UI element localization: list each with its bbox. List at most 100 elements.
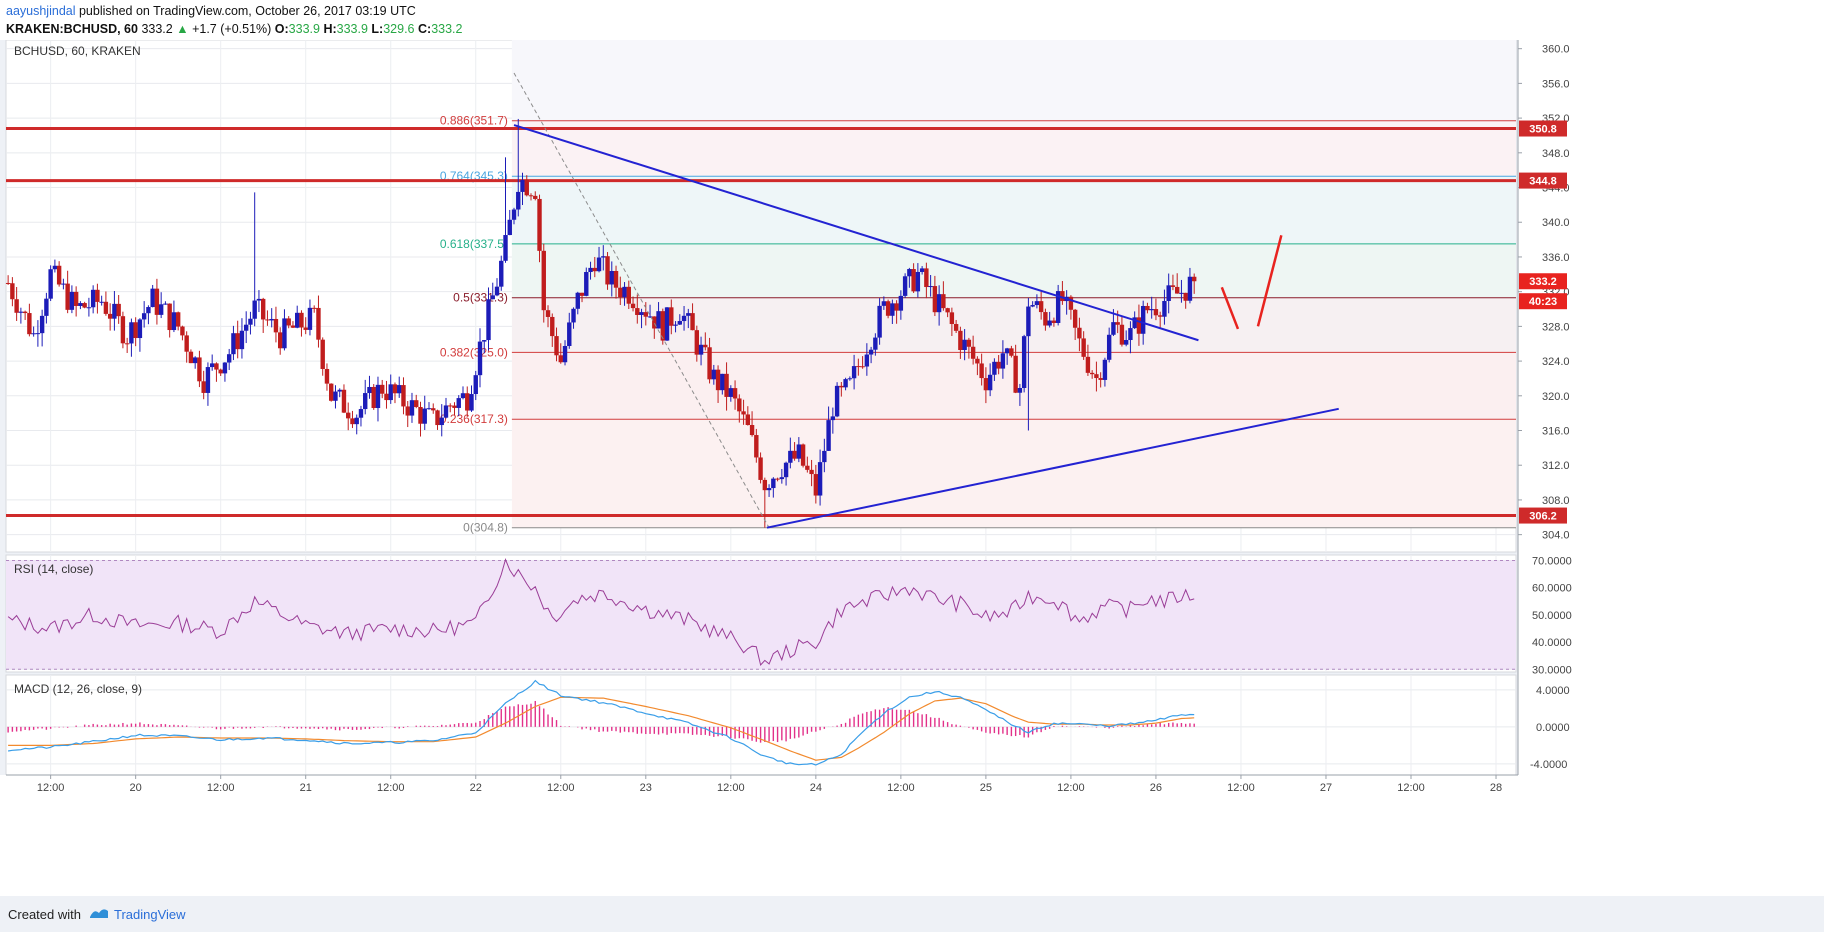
candle-body <box>851 366 857 379</box>
publish-info: published on TradingView.com, October 26… <box>78 4 416 18</box>
candle-body <box>792 450 797 459</box>
chart-canvas[interactable]: 0.886(351.7)0.764(345.3)0.618(337.5)0.5(… <box>0 40 1824 896</box>
candle-body <box>239 330 245 350</box>
level-tag-label: 306.2 <box>1529 511 1557 523</box>
candle-body <box>1000 353 1006 369</box>
candle-body <box>711 369 717 380</box>
time-tick-label: 12:00 <box>1397 782 1425 794</box>
level-tag-label: 344.8 <box>1529 176 1557 188</box>
time-tick-label: 25 <box>980 782 992 794</box>
candle-body <box>962 339 967 351</box>
candle-body <box>881 301 887 306</box>
candle-body <box>1021 336 1027 388</box>
time-tick-label: 12:00 <box>1227 782 1255 794</box>
candle-body <box>1055 291 1061 323</box>
tradingview-link[interactable]: TradingView <box>114 907 186 922</box>
candle-body <box>639 312 644 315</box>
macd-line <box>8 679 1195 766</box>
candle-body <box>456 398 461 408</box>
candle-body <box>1157 315 1163 317</box>
candle-body <box>397 385 402 394</box>
macd-tick-label: 4.0000 <box>1536 685 1570 697</box>
candle-body <box>248 318 253 325</box>
candle-body <box>1132 317 1137 329</box>
candle-body <box>316 307 321 340</box>
candle-body <box>647 316 653 318</box>
candle-body <box>673 324 678 326</box>
candle-body <box>286 318 291 326</box>
candle-body <box>758 457 763 480</box>
candle-body <box>146 307 151 314</box>
candle-body <box>924 268 929 288</box>
candle-body <box>1072 309 1078 328</box>
candle-body <box>945 308 950 313</box>
candle-body <box>1038 301 1044 313</box>
candle-body <box>732 388 738 399</box>
candle-body <box>898 295 904 311</box>
macd-histogram <box>7 700 1195 743</box>
fib-zone <box>511 176 1516 244</box>
candle-body <box>652 316 657 329</box>
candle-body <box>970 346 976 359</box>
candle-body <box>949 312 955 325</box>
candle-body <box>367 386 372 394</box>
candle-body <box>95 289 100 302</box>
candle-body <box>567 322 572 347</box>
candle-body <box>877 305 882 338</box>
candle-body <box>235 333 240 350</box>
candle-body <box>822 450 827 463</box>
candle-body <box>635 308 640 315</box>
candle-body <box>524 180 529 196</box>
candle-body <box>766 488 772 491</box>
candle-body <box>511 209 517 220</box>
candle-body <box>320 339 325 369</box>
author-link[interactable]: aayushjindal <box>6 4 76 18</box>
price-tick-label: 356.0 <box>1542 78 1570 90</box>
macd-tick-label: -4.0000 <box>1530 759 1567 771</box>
tradingview-logo-icon[interactable] <box>88 905 110 921</box>
price-tick-label: 328.0 <box>1542 321 1570 333</box>
candle-body <box>843 379 848 388</box>
projection-line-up <box>1256 234 1283 327</box>
candle-body <box>1187 276 1193 301</box>
candle-body <box>953 324 959 331</box>
candle-body <box>1170 285 1176 287</box>
candle-body <box>473 375 478 395</box>
candle-body <box>868 349 874 355</box>
candle-body <box>1153 309 1159 316</box>
candle-body <box>129 322 134 344</box>
price-tick-label: 320.0 <box>1542 391 1570 403</box>
candle-body <box>477 341 483 376</box>
open-value: 333.9 <box>288 22 320 36</box>
candle-body <box>120 316 126 344</box>
candle-body <box>499 260 504 287</box>
candle-body <box>1166 285 1171 301</box>
candle-body <box>350 418 355 425</box>
candle-body <box>22 311 28 314</box>
rsi-line <box>7 557 1195 667</box>
close-label: C: <box>417 22 432 36</box>
candle-body <box>299 312 304 328</box>
candle-body <box>817 462 823 496</box>
candle-body <box>133 322 138 339</box>
candle-body <box>890 303 895 316</box>
candle-body <box>1030 305 1035 307</box>
candle-body <box>1183 292 1188 301</box>
candle-body <box>677 321 683 325</box>
candle-body <box>741 411 746 415</box>
candle-body <box>1179 292 1184 294</box>
candle-body <box>1077 327 1082 339</box>
ascending-trendline <box>766 407 1339 529</box>
candle-body <box>686 313 691 316</box>
candle-body <box>860 366 865 368</box>
price-tick-label: 304.0 <box>1542 530 1570 542</box>
candle-body <box>664 307 670 341</box>
time-tick-label: 12:00 <box>207 782 235 794</box>
candle-body <box>82 303 87 308</box>
candle-body <box>346 412 351 419</box>
candle-body <box>596 257 602 272</box>
time-tick-label: 12:00 <box>547 782 575 794</box>
candle-body <box>418 407 423 424</box>
candle-body <box>1136 317 1142 334</box>
candle-body <box>915 271 921 292</box>
